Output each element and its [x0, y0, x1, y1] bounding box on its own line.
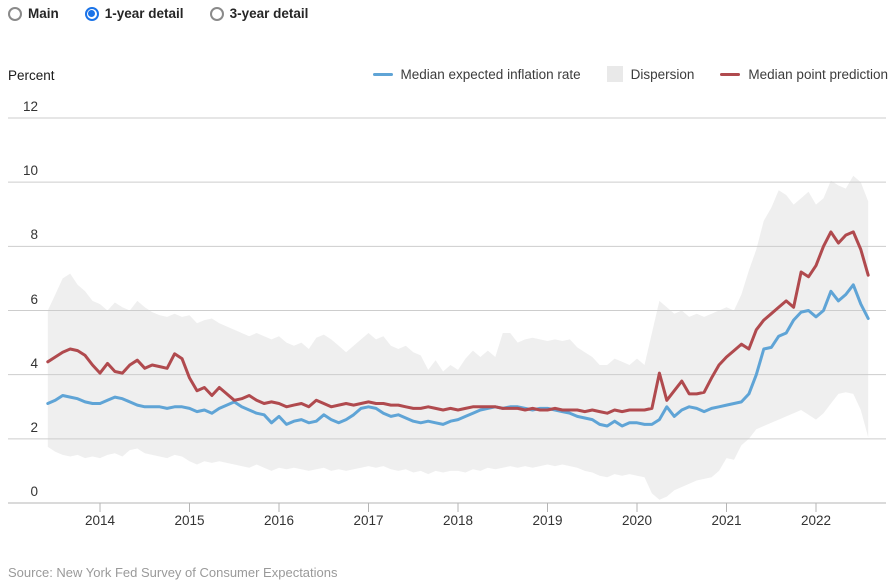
y-tick-label-6: 6: [30, 291, 38, 307]
x-tick-label-2021: 2021: [711, 513, 742, 528]
radio-dot: [88, 10, 96, 17]
legend-label: Median point prediction: [748, 66, 888, 82]
radio-option-1-year-detail[interactable]: 1-year detail: [84, 6, 184, 21]
radio-label[interactable]: Main: [28, 6, 59, 21]
y-tick-label-10: 10: [22, 163, 38, 179]
legend-label: Dispersion: [630, 66, 695, 82]
radio-option-main[interactable]: Main: [8, 6, 59, 21]
y-tick-label-12: 12: [22, 99, 38, 114]
series-line-0: [46, 283, 870, 428]
radio-label[interactable]: 1-year detail: [104, 6, 184, 21]
series-line-1: [46, 230, 870, 415]
radio-option-3-year-detail[interactable]: 3-year detail: [209, 6, 309, 21]
legend-median-point: Median point prediction: [720, 67, 888, 82]
radio-dot: [12, 10, 19, 17]
legend-median-expected: Median expected inflation rate: [372, 66, 581, 82]
y-tick-label-8: 8: [30, 227, 38, 243]
legend-line-swatch: [372, 72, 393, 76]
dispersion-band: [47, 175, 869, 500]
legend-label: Median expected inflation rate: [400, 66, 581, 82]
x-tick-label-2020: 2020: [621, 513, 653, 528]
x-tick-label-2022: 2022: [800, 513, 832, 528]
y-tick-label-2: 2: [30, 419, 38, 435]
x-tick-label-2018: 2018: [442, 513, 474, 528]
y-tick-label-4: 4: [30, 355, 38, 371]
x-tick-label-2017: 2017: [353, 513, 384, 528]
x-tick-label-2014: 2014: [84, 513, 116, 528]
x-tick-label-2015: 2015: [174, 513, 205, 528]
legend-box-swatch: [606, 66, 623, 82]
legend-dispersion: Dispersion: [606, 66, 695, 82]
radio-unselected-icon[interactable]: [8, 6, 22, 21]
radio-dot: [213, 10, 220, 17]
x-tick-label-2019: 2019: [532, 513, 563, 528]
view-radio-group: Main 1-year detail 3-year detail: [8, 6, 308, 21]
radio-selected-icon[interactable]: [84, 6, 99, 21]
legend-line-swatch: [720, 72, 741, 76]
y-axis-title: Percent: [8, 68, 55, 83]
x-tick-label-2016: 2016: [263, 513, 295, 528]
chart-legend: Median expected inflation rate Dispersion…: [372, 66, 888, 82]
source-attribution: Source: New York Fed Survey of Consumer …: [8, 565, 338, 580]
y-tick-label-0: 0: [30, 484, 38, 499]
radio-label[interactable]: 3-year detail: [229, 6, 309, 21]
radio-unselected-icon[interactable]: [209, 6, 224, 21]
